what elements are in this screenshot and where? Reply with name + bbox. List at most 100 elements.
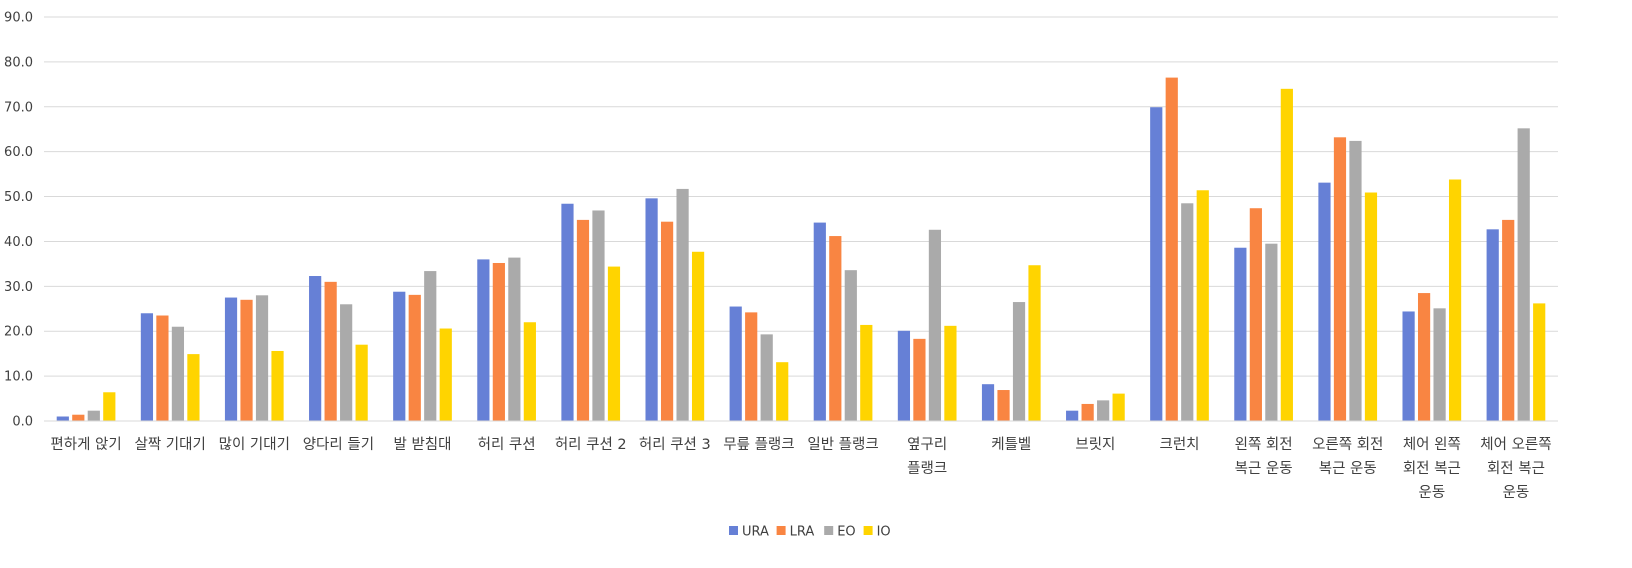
bar-io	[1364, 192, 1378, 421]
y-tick-label: 20.0	[4, 325, 33, 340]
bar-eo	[340, 304, 353, 421]
x-category-label: 복근 운동	[1319, 461, 1377, 477]
bars	[56, 77, 1546, 422]
legend-label: LRA	[790, 525, 815, 540]
bar-eo	[1181, 203, 1194, 421]
bar-ura	[981, 384, 995, 421]
bar-lra	[913, 338, 926, 421]
bar-lra	[1249, 208, 1262, 421]
bar-io	[355, 344, 368, 421]
legend-item-io: IO	[863, 525, 891, 540]
bar-eo	[1517, 128, 1530, 421]
x-category-label: 체어 왼쪽	[1403, 436, 1461, 453]
x-category-label: 허리 쿠션 3	[639, 436, 711, 453]
y-tick-label: 80.0	[4, 55, 33, 70]
bar-ura	[729, 306, 742, 421]
bar-eo	[1265, 243, 1278, 421]
bar-io	[187, 354, 200, 421]
gridlines	[44, 16, 1558, 377]
bar-io	[103, 392, 116, 421]
x-category-label: 케틀벨	[991, 436, 1031, 453]
x-category-label: 운동	[1503, 485, 1530, 501]
x-category-label: 회전 복근	[1403, 460, 1461, 477]
x-category-label: 오른쪽 회전	[1312, 436, 1383, 453]
bar-ura	[1486, 229, 1499, 421]
bar-lra	[492, 262, 505, 421]
bar-ura	[140, 313, 154, 421]
bar-lra	[1081, 403, 1094, 421]
bar-eo	[676, 188, 689, 421]
bar-io	[607, 266, 621, 421]
y-tick-label: 10.0	[4, 370, 33, 385]
bar-io	[439, 328, 452, 421]
bar-lra	[408, 294, 421, 421]
legend-label: IO	[877, 525, 891, 540]
bar-eo	[1012, 302, 1026, 421]
bar-lra	[1333, 137, 1347, 421]
bar-ura	[393, 291, 406, 421]
x-category-label: 편하게 앉기	[50, 436, 121, 453]
x-category-label: 일반 플랭크	[807, 436, 878, 453]
legend: URA LRA EO IO	[729, 525, 891, 540]
legend-item-lra: LRA	[776, 525, 815, 540]
x-category-label: 회전 복근	[1487, 460, 1545, 477]
y-tick-label: 90.0	[4, 11, 33, 26]
bar-io	[944, 325, 957, 421]
bar-ura	[224, 297, 238, 421]
x-category-label: 운동	[1418, 485, 1445, 501]
bar-eo	[928, 229, 942, 421]
bar-io	[1448, 179, 1462, 421]
bar-io	[776, 362, 789, 421]
y-tick-label: 0.0	[12, 415, 33, 430]
bar-ura	[1150, 107, 1163, 421]
bar-ura	[897, 330, 911, 421]
x-category-label: 플랭크	[907, 460, 947, 477]
x-category-label: 무릎 플랭크	[723, 436, 794, 453]
x-category-label: 살짝 기대기	[135, 436, 206, 453]
bar-lra	[1502, 219, 1515, 421]
bar-eo	[424, 271, 437, 421]
x-category-label: 크런치	[1159, 436, 1199, 453]
legend-item-eo: EO	[824, 525, 856, 540]
y-tick-label: 30.0	[4, 280, 33, 295]
x-category-label: 많이 기대기	[219, 436, 290, 453]
bar-io	[860, 324, 873, 421]
legend-swatch	[824, 526, 834, 535]
x-category-label: 체어 오른쪽	[1480, 436, 1551, 453]
bar-eo	[87, 410, 100, 421]
bar-ura	[56, 416, 69, 421]
legend-swatch	[863, 526, 873, 535]
bar-eo	[760, 334, 773, 421]
y-tick-label: 70.0	[4, 100, 33, 115]
x-category-label: 양다리 들기	[303, 436, 374, 453]
y-tick-label: 50.0	[4, 190, 33, 205]
bar-ura	[1234, 247, 1247, 421]
bar-eo	[171, 326, 185, 421]
bar-ura	[1402, 311, 1415, 421]
bar-lra	[745, 312, 758, 421]
bar-lra	[576, 219, 590, 421]
legend-label: EO	[837, 525, 855, 540]
x-category-label: 옆구리	[907, 436, 947, 453]
bar-io	[1112, 393, 1125, 421]
y-tick-label: 40.0	[4, 235, 33, 250]
bar-ura	[1318, 182, 1331, 421]
bar-ura	[309, 276, 322, 421]
bar-lra	[240, 299, 253, 421]
legend-label: URA	[742, 525, 769, 540]
bar-eo	[592, 210, 605, 421]
bar-eo	[844, 270, 857, 421]
bar-lra	[1417, 293, 1431, 421]
bar-ura	[561, 203, 574, 421]
legend-swatch	[776, 526, 786, 535]
bar-lra	[156, 315, 169, 421]
bar-lra	[1165, 77, 1178, 421]
bar-lra	[660, 221, 674, 421]
bar-io	[691, 251, 705, 421]
bar-io	[1533, 303, 1546, 421]
legend-item-ura: URA	[729, 525, 769, 540]
bar-lra	[829, 236, 842, 421]
bar-ura	[645, 198, 658, 421]
x-category-label: 왼쪽 회전	[1235, 436, 1293, 453]
